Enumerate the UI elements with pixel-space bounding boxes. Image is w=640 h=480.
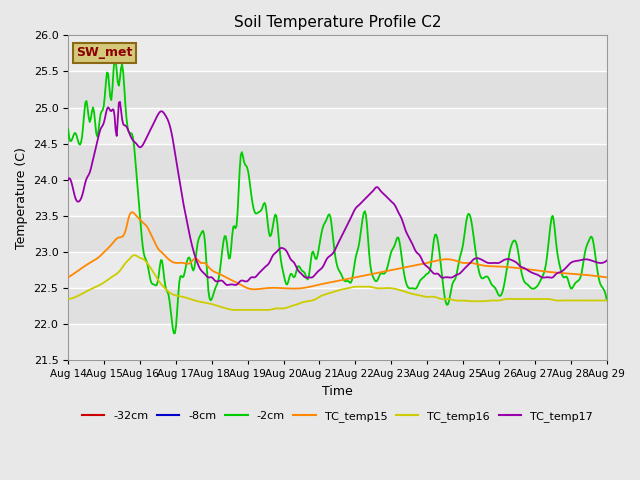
- Bar: [68, 252, 607, 288]
- Legend: -32cm, -8cm, -2cm, TC_temp15, TC_temp16, TC_temp17: -32cm, -8cm, -2cm, TC_temp15, TC_temp16,…: [77, 407, 597, 426]
- X-axis label: Time: Time: [322, 385, 353, 398]
- Bar: [68, 324, 607, 360]
- Bar: [68, 216, 607, 252]
- Bar: [68, 144, 607, 180]
- Bar: [68, 180, 607, 216]
- Y-axis label: Temperature (C): Temperature (C): [15, 147, 28, 249]
- Bar: [68, 72, 607, 108]
- Bar: [68, 288, 607, 324]
- Title: Soil Temperature Profile C2: Soil Temperature Profile C2: [234, 15, 441, 30]
- Bar: [68, 108, 607, 144]
- Bar: [68, 36, 607, 72]
- Text: SW_met: SW_met: [76, 47, 132, 60]
